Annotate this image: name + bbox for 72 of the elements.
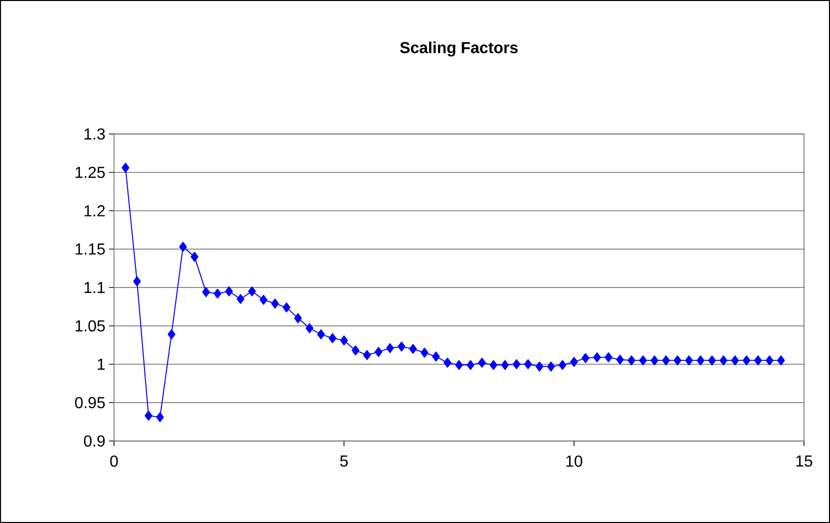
- point: [444, 358, 452, 368]
- y-tick-label: 1.3: [84, 128, 105, 140]
- y-tick-label: 0.9: [84, 435, 105, 447]
- point: [490, 360, 498, 370]
- y-tick-label: 1: [98, 358, 105, 370]
- point: [420, 348, 428, 358]
- point: [352, 345, 360, 356]
- point: [639, 355, 647, 366]
- x-tick-label: 15: [796, 456, 812, 467]
- point: [466, 360, 474, 370]
- point: [685, 355, 693, 366]
- point: [754, 355, 762, 366]
- point: [386, 343, 394, 354]
- point: [455, 360, 463, 370]
- y-tick-label: 1.25: [76, 166, 105, 178]
- point: [260, 294, 268, 305]
- point: [271, 298, 279, 309]
- point: [731, 355, 739, 366]
- point: [593, 352, 601, 362]
- point: [524, 359, 532, 370]
- point: [742, 355, 750, 366]
- point: [328, 333, 336, 344]
- x-tick-label: 0: [110, 456, 118, 467]
- point: [133, 276, 141, 286]
- point: [616, 354, 624, 365]
- point: [777, 355, 785, 366]
- point: [168, 329, 176, 340]
- point: [696, 355, 704, 366]
- point: [432, 352, 440, 362]
- point: [156, 412, 164, 422]
- point: [570, 356, 578, 367]
- x-tick-label: 10: [566, 456, 582, 467]
- point: [340, 335, 348, 346]
- point: [398, 342, 406, 352]
- point: [294, 313, 302, 324]
- point: [144, 410, 152, 421]
- point: [122, 162, 130, 173]
- point: [547, 362, 555, 372]
- y-tick-label: 1.2: [84, 205, 105, 216]
- point: [766, 355, 774, 366]
- point: [236, 294, 244, 304]
- point: [720, 355, 728, 366]
- point: [674, 355, 682, 366]
- point: [363, 350, 371, 360]
- point: [501, 360, 509, 370]
- point: [604, 352, 612, 362]
- y-tick-label: 0.95: [75, 396, 105, 408]
- point: [306, 323, 314, 334]
- point: [558, 360, 566, 370]
- point: [582, 353, 590, 364]
- point: [248, 286, 256, 296]
- point: [282, 302, 290, 312]
- point: [628, 355, 636, 366]
- point: [190, 252, 198, 262]
- point: [374, 346, 382, 357]
- point: [536, 362, 544, 372]
- point: [662, 355, 670, 366]
- y-tick-label: 1.05: [76, 320, 105, 332]
- point: [214, 288, 222, 299]
- point: [512, 359, 520, 370]
- point: [179, 242, 187, 252]
- point: [478, 358, 486, 368]
- y-tick-label: 1.15: [76, 244, 105, 255]
- y-tick-label: 1.1: [84, 282, 105, 293]
- point: [202, 287, 210, 298]
- point: [650, 355, 658, 366]
- point: [317, 329, 325, 340]
- x-tick-label: 5: [340, 456, 348, 467]
- point: [409, 344, 417, 354]
- chart-title: Scaling Factors: [400, 42, 518, 56]
- point: [708, 355, 716, 366]
- point: [225, 286, 233, 296]
